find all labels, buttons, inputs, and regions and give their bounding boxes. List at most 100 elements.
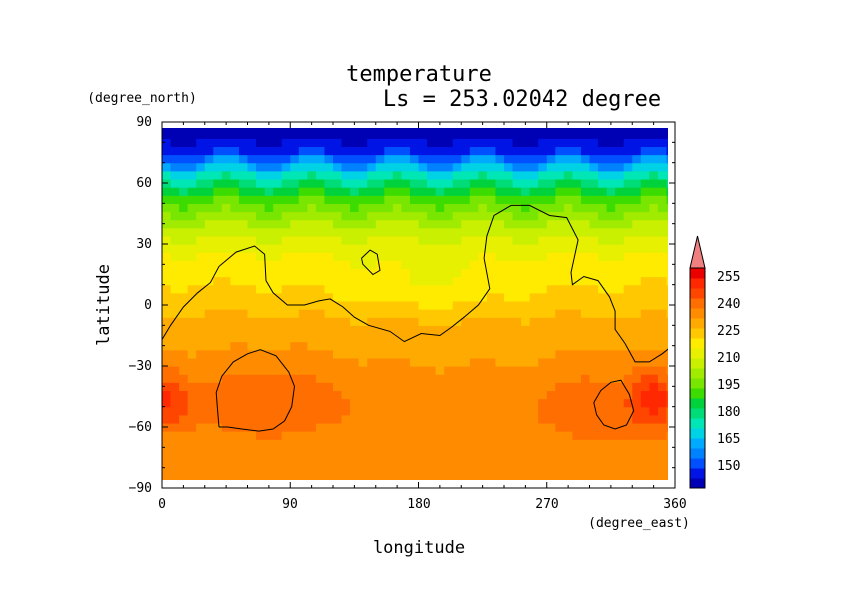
field-cell — [452, 406, 462, 416]
field-cell — [418, 292, 428, 302]
field-cell — [563, 439, 573, 448]
field-cell — [409, 317, 420, 326]
field-cell — [324, 162, 334, 172]
field-cell — [563, 252, 573, 261]
field-cell — [615, 227, 625, 237]
field-cell — [238, 154, 249, 164]
field-cell — [623, 439, 633, 448]
colorbar-band — [690, 308, 705, 319]
field-cell — [350, 357, 360, 367]
field-cell — [230, 431, 240, 440]
field-cell — [187, 268, 197, 278]
field-cell — [495, 406, 505, 416]
field-cell — [546, 203, 556, 213]
field-cell — [264, 227, 274, 237]
field-cell — [469, 390, 479, 400]
field-cell — [666, 333, 668, 343]
field-cell — [384, 309, 394, 318]
field-cell — [213, 128, 223, 131]
field-cell — [649, 325, 659, 335]
field-cell — [580, 170, 591, 180]
field-cell — [657, 211, 668, 221]
field-cell — [298, 439, 308, 448]
field-cell — [409, 284, 420, 294]
field-cell — [367, 146, 377, 156]
field-cell — [221, 284, 231, 294]
x-tick-labels: 0 90 180 270 360 — [158, 497, 687, 512]
field-cell — [538, 268, 548, 278]
field-cell — [563, 422, 573, 432]
field-cell — [307, 471, 317, 480]
field-cell — [213, 341, 223, 351]
field-cell — [256, 479, 266, 480]
field-cell — [221, 309, 231, 318]
field-cell — [367, 357, 377, 367]
field-cell — [230, 300, 240, 310]
field-cell — [170, 422, 180, 432]
field-cell — [606, 235, 616, 245]
field-cell — [315, 219, 326, 229]
field-cell — [213, 252, 223, 261]
field-cell — [375, 292, 385, 302]
field-cell — [247, 374, 257, 383]
field-cell — [632, 154, 642, 164]
field-cell — [273, 479, 283, 480]
field-cell — [358, 170, 368, 180]
field-cell — [196, 252, 206, 261]
field-cell — [367, 211, 377, 221]
field-cell — [478, 284, 488, 294]
field-cell — [563, 268, 573, 278]
field-cell — [649, 333, 659, 343]
field-cell — [512, 479, 522, 480]
field-cell — [563, 227, 573, 237]
field-cell — [187, 260, 197, 269]
field-cell — [461, 406, 471, 416]
field-cell — [666, 374, 668, 383]
field-cell — [401, 333, 411, 343]
field-cell — [546, 128, 556, 131]
field-cell — [375, 374, 385, 383]
field-cell — [435, 154, 445, 164]
field-cell — [418, 154, 428, 164]
field-cell — [521, 382, 531, 391]
field-cell — [213, 431, 223, 440]
field-cell — [392, 439, 402, 448]
field-cell — [204, 414, 214, 424]
field-cell — [504, 244, 514, 253]
field-cell — [230, 479, 240, 480]
field-cell — [307, 317, 317, 326]
field-cell — [358, 374, 368, 383]
field-cell — [538, 390, 548, 400]
field-cell — [281, 349, 291, 359]
field-cell — [273, 211, 283, 221]
field-cell — [162, 341, 172, 351]
field-cell — [333, 219, 343, 229]
field-cell — [486, 357, 497, 367]
field-cell — [632, 309, 642, 318]
field-cell — [162, 455, 172, 465]
field-cell — [666, 128, 668, 131]
field-cell — [162, 357, 172, 367]
field-cell — [196, 219, 206, 229]
field-cell — [461, 203, 471, 213]
field-cell — [452, 300, 462, 310]
field-cell — [504, 463, 514, 473]
field-cell — [529, 260, 539, 269]
field-cell — [384, 374, 394, 383]
field-cell — [504, 374, 514, 383]
field-cell — [512, 390, 522, 400]
field-cell — [529, 227, 539, 237]
field-cell — [598, 170, 608, 180]
field-cell — [170, 479, 180, 480]
field-cell — [563, 130, 573, 139]
field-cell — [179, 162, 189, 172]
field-cell — [204, 252, 214, 261]
field-cell — [589, 431, 599, 440]
field-cell — [538, 414, 548, 424]
field-cell — [333, 317, 343, 326]
field-cell — [358, 162, 368, 172]
field-cell — [512, 357, 522, 367]
field-cell — [469, 398, 479, 408]
field-cell — [324, 284, 334, 294]
field-cell — [221, 211, 231, 221]
